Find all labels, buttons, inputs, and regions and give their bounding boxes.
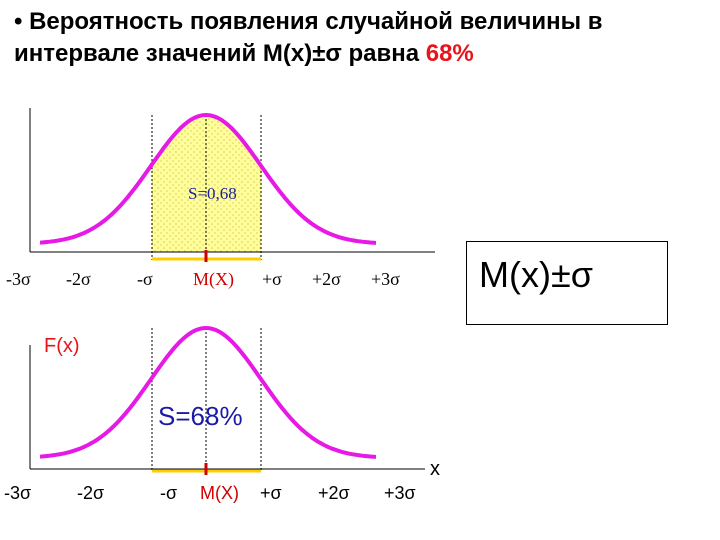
bottom-y-axis-label: F(x)	[44, 335, 80, 357]
bottom-tick-plus-sigma: +σ	[260, 483, 282, 503]
top-tick-minus-3-sigma: -3σ	[6, 269, 31, 289]
top-tick-plus-sigma: +σ	[262, 269, 282, 289]
title-highlight-68: 68%	[425, 40, 474, 67]
bottom-density-curve	[39, 325, 377, 459]
top-tick-plus-3-sigma: +3σ	[371, 269, 400, 289]
top-tick-minus-sigma: -σ	[137, 269, 153, 289]
interval-box-label: M(x)±σ	[479, 254, 593, 295]
bottom-tick-minus-3-sigma: -3σ	[4, 483, 31, 503]
top-tick-mean: M(X)	[193, 269, 234, 290]
top-tick-minus-2-sigma: -2σ	[66, 269, 91, 289]
bottom-tick-mean: M(X)	[200, 483, 239, 503]
bottom-tick-minus-sigma: -σ	[160, 483, 177, 503]
interval-box: M(x)±σ	[466, 241, 668, 325]
bottom-tick-minus-2-sigma: -2σ	[77, 483, 104, 503]
top-shaded-area	[152, 115, 262, 252]
slide-title: • Вероятность появления случайной величи…	[14, 6, 714, 70]
top-tick-plus-2-sigma: +2σ	[312, 269, 341, 289]
title-line-1: • Вероятность появления случайной величи…	[14, 8, 603, 35]
bottom-tick-plus-2-sigma: +2σ	[318, 483, 350, 503]
bottom-tick-plus-3-sigma: +3σ	[384, 483, 416, 503]
bottom-area-label: S=68%	[158, 401, 243, 431]
top-area-label: S=0,68	[188, 184, 237, 203]
bottom-graph: F(x) x S=68% -3σ -2σ -σ M(X) +σ +2σ +3σ	[4, 325, 440, 503]
title-line-2-text: интервале значений M(x)±σ равна	[14, 40, 426, 67]
top-density-curve	[39, 112, 377, 245]
title-line-2: интервале значений M(x)±σ равна 68%	[14, 38, 714, 70]
bottom-x-axis-label: x	[430, 458, 440, 480]
top-graph: S=0,68 -3σ -2σ -σ M(X) +σ +2σ +3σ	[6, 108, 435, 290]
